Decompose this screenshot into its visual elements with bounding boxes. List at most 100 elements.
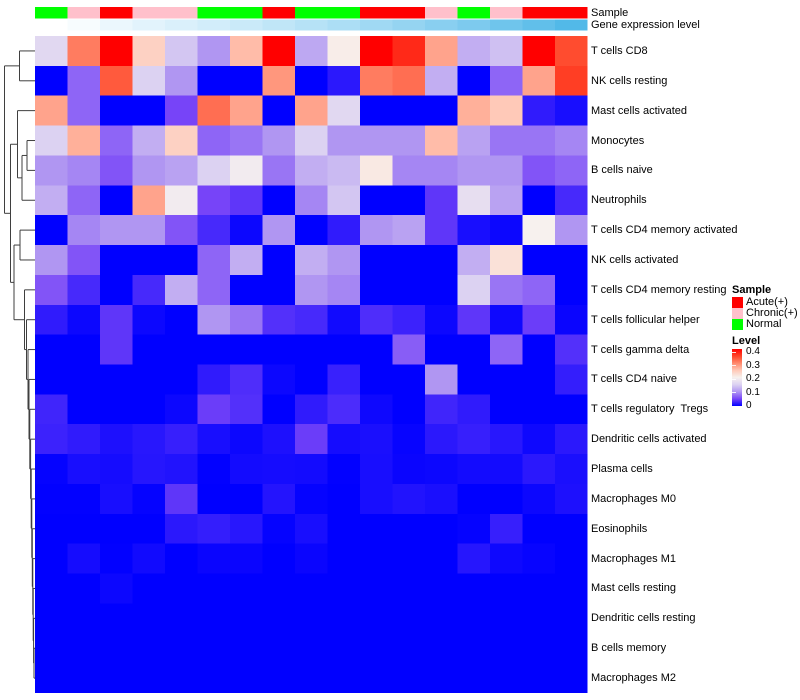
heatmap-cell (457, 304, 490, 335)
heatmap-cell (490, 394, 523, 425)
heatmap-cell (67, 36, 100, 66)
heatmap-cell (230, 663, 263, 693)
heatmap-cell (425, 513, 458, 544)
heatmap-cell (490, 513, 523, 544)
heatmap-cell (457, 334, 490, 365)
heatmap-cell (262, 454, 295, 484)
sample-annotation-cell (132, 7, 165, 19)
heatmap-cell (132, 394, 165, 425)
heatmap-cell (35, 185, 68, 216)
heatmap-cell (457, 603, 490, 634)
heatmap-cell (295, 633, 328, 664)
heatmap-cell (360, 65, 393, 96)
heatmap-cell (100, 304, 133, 335)
heatmap-cell (35, 603, 68, 634)
heatmap-cell (295, 394, 328, 425)
heatmap-cell (100, 364, 133, 395)
heatmap-cell (327, 245, 360, 275)
heatmap-cell (100, 334, 133, 365)
heatmap-cell (35, 663, 68, 693)
heatmap-cell (457, 36, 490, 66)
heatmap-cell (490, 334, 523, 365)
heatmap-cell (522, 364, 555, 395)
heatmap-cell (35, 155, 68, 186)
heatmap-cell (457, 274, 490, 305)
heatmap-cell (392, 65, 425, 96)
heatmap-cell (165, 125, 198, 156)
heatmap-cell (230, 603, 263, 634)
heatmap-cell (35, 95, 68, 126)
heatmap-cell (35, 65, 68, 96)
heatmap-cell (197, 185, 230, 216)
heatmap-cell (100, 215, 133, 246)
heatmap-cell (197, 65, 230, 96)
heatmap-cell (555, 65, 588, 96)
heatmap-cell (425, 36, 458, 66)
heatmap-cell (197, 573, 230, 604)
heatmap-cell (392, 36, 425, 66)
heatmap-cell (327, 36, 360, 66)
heatmap-cell (425, 125, 458, 156)
heatmap-cell (555, 304, 588, 335)
legend-swatch (732, 297, 743, 308)
row-label: Dendritic cells activated (591, 433, 707, 446)
heatmap-cell (490, 543, 523, 574)
heatmap-cell (295, 65, 328, 96)
heatmap-cell (165, 274, 198, 305)
heatmap-cell (132, 573, 165, 604)
heatmap-cell (457, 95, 490, 126)
heatmap-cell (327, 185, 360, 216)
heatmap-cell (360, 274, 393, 305)
heatmap-cell (230, 334, 263, 365)
heatmap-cell (522, 36, 555, 66)
heatmap-cell (165, 543, 198, 574)
heatmap-cell (360, 513, 393, 544)
heatmap-cell (555, 394, 588, 425)
heatmap-cell (67, 304, 100, 335)
heatmap-cell (67, 513, 100, 544)
heatmap-cell (392, 424, 425, 455)
row-label: Monocytes (591, 134, 645, 147)
heatmap-cell (262, 304, 295, 335)
heatmap-cell (457, 364, 490, 395)
heatmap-cell (295, 573, 328, 604)
heatmap-cell (262, 155, 295, 186)
row-label: T cells CD4 memory resting (591, 283, 727, 296)
heatmap-cell (457, 573, 490, 604)
heatmap-cell (490, 573, 523, 604)
heatmap-cell (522, 543, 555, 574)
heatmap-cell (457, 215, 490, 246)
heatmap-cell (35, 274, 68, 305)
heatmap-cell (555, 543, 588, 574)
heatmap-cell (100, 36, 133, 66)
heatmap-cell (555, 633, 588, 664)
row-label: B cells memory (591, 642, 667, 655)
heatmap-cell (522, 334, 555, 365)
heatmap-cell (360, 394, 393, 425)
heatmap-cell (230, 454, 263, 484)
heatmap-cell (392, 573, 425, 604)
level-gradient-bar (732, 349, 742, 406)
heatmap-cell (327, 454, 360, 484)
heatmap-cell (295, 185, 328, 216)
sample-annotation-cell (392, 7, 425, 19)
heatmap-cell (197, 543, 230, 574)
heatmap-cell (327, 424, 360, 455)
heatmap-cell (132, 364, 165, 395)
heatmap-cell (230, 125, 263, 156)
heatmap-cell (67, 245, 100, 275)
heatmap-cell (392, 603, 425, 634)
heatmap-cell (295, 274, 328, 305)
heatmap-cell (360, 543, 393, 574)
heatmap-cell (165, 513, 198, 544)
heatmap-cell (165, 364, 198, 395)
heatmap-cell (230, 304, 263, 335)
heatmap-cell (360, 603, 393, 634)
heatmap-cell (327, 95, 360, 126)
heatmap-cell (165, 155, 198, 186)
level-tick-dash (732, 351, 736, 353)
heatmap-cell (457, 155, 490, 186)
heatmap-cell (35, 125, 68, 156)
heatmap-cell (67, 274, 100, 305)
